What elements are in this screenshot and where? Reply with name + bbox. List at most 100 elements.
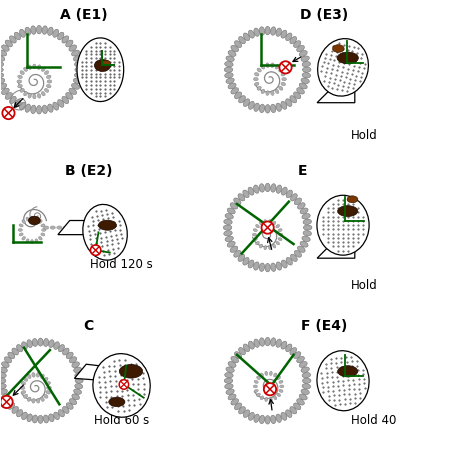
- Ellipse shape: [275, 89, 279, 93]
- Ellipse shape: [32, 338, 37, 346]
- Ellipse shape: [0, 83, 7, 89]
- Ellipse shape: [259, 27, 264, 35]
- Ellipse shape: [302, 73, 310, 78]
- Ellipse shape: [297, 399, 304, 405]
- Ellipse shape: [317, 195, 369, 255]
- Ellipse shape: [19, 29, 26, 37]
- Ellipse shape: [235, 403, 242, 410]
- Text: E: E: [298, 164, 308, 178]
- Ellipse shape: [21, 382, 26, 385]
- Ellipse shape: [290, 96, 297, 103]
- Polygon shape: [74, 364, 107, 381]
- Ellipse shape: [281, 82, 285, 86]
- Ellipse shape: [22, 237, 26, 240]
- Ellipse shape: [90, 226, 95, 229]
- Polygon shape: [317, 246, 355, 258]
- Ellipse shape: [224, 67, 233, 73]
- Ellipse shape: [302, 373, 310, 378]
- Ellipse shape: [248, 101, 255, 109]
- Ellipse shape: [44, 338, 49, 346]
- Ellipse shape: [253, 385, 257, 388]
- Ellipse shape: [243, 410, 250, 418]
- Ellipse shape: [273, 244, 276, 248]
- Ellipse shape: [264, 246, 267, 250]
- Ellipse shape: [46, 382, 50, 385]
- Ellipse shape: [38, 415, 43, 423]
- Ellipse shape: [281, 341, 287, 349]
- Ellipse shape: [25, 27, 30, 36]
- Ellipse shape: [282, 260, 287, 268]
- Ellipse shape: [18, 84, 22, 88]
- Ellipse shape: [0, 389, 7, 394]
- Ellipse shape: [298, 246, 305, 252]
- Ellipse shape: [27, 414, 32, 422]
- Ellipse shape: [231, 399, 238, 405]
- Ellipse shape: [337, 52, 358, 64]
- Ellipse shape: [66, 352, 73, 359]
- Ellipse shape: [265, 337, 270, 346]
- Ellipse shape: [276, 414, 282, 422]
- Ellipse shape: [20, 386, 25, 390]
- Text: Hold: Hold: [351, 128, 378, 142]
- Ellipse shape: [33, 94, 36, 99]
- Ellipse shape: [1, 362, 9, 367]
- Ellipse shape: [238, 407, 246, 414]
- Ellipse shape: [17, 345, 23, 352]
- Ellipse shape: [255, 73, 259, 76]
- Ellipse shape: [297, 88, 304, 94]
- Ellipse shape: [225, 236, 233, 242]
- Ellipse shape: [254, 77, 258, 81]
- Ellipse shape: [302, 383, 310, 389]
- Ellipse shape: [300, 241, 308, 247]
- Ellipse shape: [226, 56, 234, 62]
- Ellipse shape: [31, 216, 34, 220]
- Ellipse shape: [265, 371, 268, 375]
- Polygon shape: [77, 38, 124, 101]
- Ellipse shape: [238, 194, 245, 201]
- Ellipse shape: [47, 80, 52, 83]
- Ellipse shape: [75, 373, 83, 378]
- Ellipse shape: [255, 82, 259, 86]
- Ellipse shape: [44, 394, 48, 398]
- Ellipse shape: [99, 220, 117, 230]
- Ellipse shape: [26, 239, 29, 243]
- Ellipse shape: [8, 352, 15, 359]
- Ellipse shape: [37, 93, 41, 98]
- Ellipse shape: [333, 45, 344, 52]
- Ellipse shape: [24, 394, 28, 398]
- Ellipse shape: [42, 26, 47, 34]
- Ellipse shape: [57, 32, 64, 40]
- Ellipse shape: [254, 28, 259, 36]
- Ellipse shape: [0, 50, 7, 56]
- Ellipse shape: [255, 241, 259, 245]
- Ellipse shape: [299, 51, 307, 56]
- Ellipse shape: [32, 399, 35, 403]
- Ellipse shape: [243, 99, 250, 107]
- Ellipse shape: [243, 33, 250, 41]
- Ellipse shape: [73, 55, 82, 61]
- Ellipse shape: [36, 26, 42, 34]
- Ellipse shape: [37, 65, 41, 70]
- Ellipse shape: [0, 73, 4, 78]
- Ellipse shape: [74, 73, 83, 78]
- Text: C: C: [83, 319, 94, 334]
- Ellipse shape: [298, 203, 305, 209]
- Ellipse shape: [282, 77, 286, 81]
- Ellipse shape: [286, 190, 292, 198]
- Ellipse shape: [0, 378, 6, 383]
- Ellipse shape: [282, 187, 287, 195]
- Ellipse shape: [28, 65, 31, 70]
- Ellipse shape: [54, 412, 59, 419]
- Ellipse shape: [45, 71, 49, 74]
- Ellipse shape: [337, 206, 358, 217]
- Text: Hold 120 s: Hold 120 s: [90, 258, 153, 271]
- Ellipse shape: [19, 233, 23, 236]
- Ellipse shape: [19, 224, 23, 227]
- Ellipse shape: [44, 377, 48, 381]
- Circle shape: [91, 245, 101, 255]
- Ellipse shape: [24, 377, 28, 381]
- Ellipse shape: [9, 36, 16, 43]
- Ellipse shape: [254, 262, 259, 270]
- Ellipse shape: [259, 184, 264, 192]
- Ellipse shape: [12, 348, 18, 355]
